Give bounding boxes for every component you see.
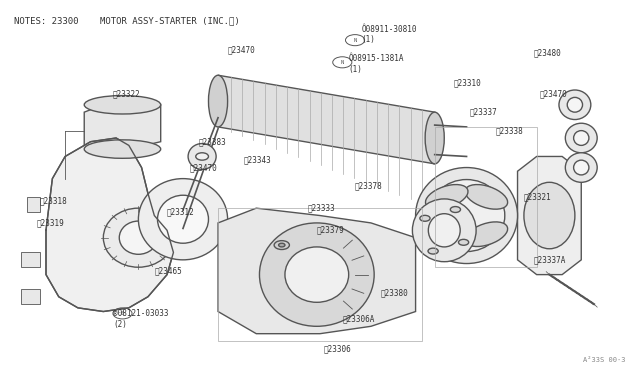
Polygon shape	[27, 197, 40, 212]
Text: ※23470: ※23470	[540, 89, 568, 98]
Text: ※23333: ※23333	[307, 203, 335, 213]
Text: ※23380: ※23380	[381, 289, 408, 298]
Ellipse shape	[412, 199, 476, 262]
Ellipse shape	[465, 222, 508, 247]
Circle shape	[428, 248, 438, 254]
Text: ※23312: ※23312	[167, 207, 195, 217]
Polygon shape	[84, 97, 161, 149]
Text: ※23306: ※23306	[323, 344, 351, 353]
Circle shape	[274, 241, 289, 250]
Text: ※23338: ※23338	[495, 126, 523, 135]
Circle shape	[196, 153, 209, 160]
Ellipse shape	[573, 160, 589, 175]
Text: ※23383: ※23383	[199, 137, 227, 146]
Circle shape	[420, 215, 430, 221]
Circle shape	[278, 243, 285, 247]
Text: Ô08915-1381A
(1): Ô08915-1381A (1)	[349, 54, 404, 74]
Ellipse shape	[103, 208, 173, 267]
Ellipse shape	[573, 131, 589, 145]
Ellipse shape	[565, 123, 597, 153]
Text: ※23319: ※23319	[36, 218, 64, 227]
Ellipse shape	[428, 180, 505, 251]
Text: ※23306A: ※23306A	[342, 314, 374, 323]
Ellipse shape	[465, 185, 508, 209]
Ellipse shape	[157, 195, 209, 243]
Ellipse shape	[209, 75, 228, 127]
Text: Ô08911-30810
(1): Ô08911-30810 (1)	[362, 25, 417, 44]
Ellipse shape	[567, 97, 582, 112]
Text: ®08121-03033
(2): ®08121-03033 (2)	[113, 309, 168, 328]
Text: ※23321: ※23321	[524, 193, 552, 202]
Bar	[435, 127, 537, 267]
Polygon shape	[218, 208, 415, 334]
Text: ※23470: ※23470	[228, 45, 255, 54]
Polygon shape	[20, 289, 40, 304]
Ellipse shape	[425, 112, 444, 164]
Text: ※23310: ※23310	[454, 78, 481, 87]
Text: NOTES: 23300    MOTOR ASSY-STARTER (INC.※): NOTES: 23300 MOTOR ASSY-STARTER (INC.※)	[14, 16, 240, 25]
Text: A²33S 00·3: A²33S 00·3	[584, 357, 626, 363]
Polygon shape	[20, 253, 40, 267]
Text: ※23480: ※23480	[534, 49, 561, 58]
Text: ※23379: ※23379	[317, 226, 344, 235]
Text: ※23465: ※23465	[154, 266, 182, 275]
Polygon shape	[46, 138, 173, 311]
Ellipse shape	[426, 185, 468, 209]
Text: ※23378: ※23378	[355, 182, 383, 190]
Text: ※23470: ※23470	[189, 163, 217, 172]
Text: N: N	[340, 60, 344, 65]
Ellipse shape	[285, 247, 349, 302]
Text: ※23343: ※23343	[244, 155, 271, 165]
Text: ※23318: ※23318	[40, 196, 67, 205]
Ellipse shape	[259, 223, 374, 326]
Text: ※23322: ※23322	[113, 89, 141, 98]
Bar	[218, 208, 422, 341]
Ellipse shape	[559, 90, 591, 119]
Ellipse shape	[565, 153, 597, 182]
Text: B: B	[121, 311, 124, 316]
Ellipse shape	[138, 179, 228, 260]
Text: ※23337: ※23337	[470, 108, 497, 117]
Polygon shape	[218, 75, 435, 164]
Ellipse shape	[84, 96, 161, 114]
Ellipse shape	[428, 214, 460, 247]
Text: N: N	[353, 38, 356, 43]
Ellipse shape	[524, 182, 575, 249]
Ellipse shape	[415, 167, 518, 263]
Ellipse shape	[84, 140, 161, 158]
Circle shape	[458, 239, 468, 245]
Ellipse shape	[426, 222, 468, 247]
Ellipse shape	[188, 144, 216, 169]
Circle shape	[451, 206, 461, 212]
Ellipse shape	[119, 221, 157, 254]
Text: ※23337A: ※23337A	[534, 255, 566, 264]
Polygon shape	[518, 157, 581, 275]
